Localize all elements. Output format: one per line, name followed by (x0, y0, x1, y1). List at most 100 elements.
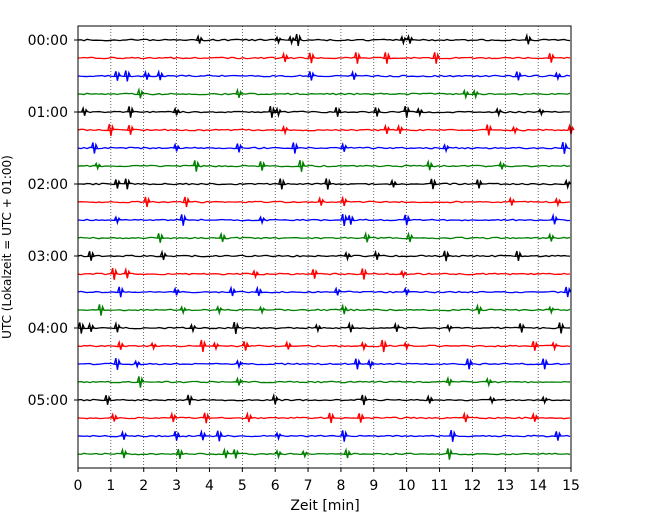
event-spike-17-2 (199, 339, 207, 353)
trace-baseline-21 (77, 416, 571, 420)
event-spike-7-2 (258, 161, 266, 171)
trace-row-5 (77, 123, 575, 137)
trace-baseline-1 (77, 56, 571, 60)
y-tick-label-2: 02:00 (28, 177, 68, 193)
event-spike-14-5 (403, 286, 411, 296)
trace-row-16 (77, 320, 571, 335)
x-tick-label-3: 3 (172, 478, 181, 494)
event-spike-20-4 (426, 394, 434, 404)
event-spike-0-1 (274, 35, 283, 46)
event-spike-16-1 (87, 321, 95, 332)
trace-row-4 (77, 105, 571, 118)
event-spike-13-4 (360, 268, 368, 280)
trace-row-0 (77, 32, 571, 47)
event-spike-1-1 (307, 52, 316, 64)
x-tick-label-9: 9 (369, 478, 378, 494)
event-spike-22-6 (449, 430, 457, 442)
trace-baseline-13 (77, 272, 571, 276)
event-spike-2-2 (143, 69, 151, 80)
event-spike-17-0 (117, 339, 125, 350)
event-spike-23-7 (445, 448, 454, 460)
trace-row-2 (77, 69, 571, 82)
event-spike-8-4 (389, 178, 398, 188)
event-spike-4-2 (172, 106, 181, 116)
event-spike-5-0 (107, 123, 115, 137)
event-spike-16-10 (557, 322, 565, 334)
event-spike-3-2 (462, 88, 470, 100)
event-spike-14-2 (228, 285, 237, 297)
x-tick-label-15: 15 (562, 478, 580, 494)
event-spike-23-6 (343, 447, 352, 459)
y-tick-label-3: 03:00 (28, 249, 68, 265)
event-spike-4-10 (537, 107, 545, 117)
event-spike-17-4 (241, 341, 250, 351)
event-spike-9-5 (554, 196, 562, 208)
event-spike-19-3 (485, 376, 493, 388)
event-spike-8-1 (123, 178, 131, 190)
trace-row-12 (77, 249, 571, 262)
trace-row-3 (77, 87, 571, 100)
event-spike-4-4 (274, 106, 283, 118)
trace-row-22 (77, 429, 571, 442)
event-spike-7-3 (297, 160, 306, 172)
event-spike-7-0 (94, 161, 102, 171)
trace-baseline-4 (77, 110, 571, 114)
event-spike-4-1 (126, 106, 135, 118)
event-spike-16-2 (113, 320, 122, 333)
trace-row-6 (77, 141, 571, 154)
event-spike-12-5 (514, 250, 523, 262)
event-spike-16-9 (518, 323, 526, 333)
event-spike-6-1 (172, 142, 181, 152)
event-spike-17-7 (380, 339, 388, 353)
x-tick-label-4: 4 (205, 478, 214, 494)
event-spike-17-3 (212, 341, 220, 352)
trace-baseline-11 (77, 236, 571, 240)
event-spike-22-1 (172, 431, 181, 441)
event-spike-14-6 (564, 286, 572, 298)
event-spike-2-4 (307, 71, 316, 81)
event-spike-3-1 (235, 87, 243, 98)
x-tick-label-10: 10 (398, 478, 416, 494)
event-spike-10-4 (347, 215, 355, 225)
trace-baseline-20 (77, 398, 571, 402)
event-spike-1-5 (547, 53, 555, 63)
event-spike-5-6 (511, 125, 519, 136)
event-spike-0-5 (406, 34, 414, 44)
event-spike-13-1 (123, 266, 131, 279)
event-spike-10-2 (258, 215, 266, 226)
event-spike-11-2 (363, 231, 371, 243)
y-axis-label: UTC (Lokalzeit = UTC + 01:00) (0, 155, 14, 339)
x-tick-label-5: 5 (238, 478, 247, 494)
trace-row-23 (77, 447, 571, 460)
event-spike-21-2 (202, 412, 210, 424)
event-spike-15-2 (215, 304, 223, 316)
trace-layer (77, 32, 575, 460)
event-spike-16-0 (77, 322, 85, 334)
event-spike-15-6 (547, 305, 555, 316)
event-spike-15-0 (97, 304, 105, 316)
event-spike-8-0 (113, 179, 122, 189)
event-spike-11-0 (156, 233, 164, 243)
event-spike-18-0 (113, 358, 122, 370)
event-spike-4-7 (403, 106, 411, 118)
event-spike-18-4 (366, 358, 375, 370)
y-tick-label-1: 01:00 (28, 105, 68, 121)
event-spike-16-3 (189, 322, 197, 334)
event-spike-8-7 (564, 178, 572, 190)
event-spike-22-3 (215, 430, 223, 442)
event-spike-3-0 (136, 87, 145, 99)
event-spike-20-2 (271, 392, 279, 405)
event-spike-21-0 (110, 412, 118, 422)
x-tick-label-12: 12 (463, 478, 481, 494)
x-tick-label-6: 6 (271, 478, 280, 494)
event-spike-4-0 (80, 105, 89, 116)
event-spike-15-1 (179, 305, 187, 316)
event-spike-1-3 (383, 52, 391, 64)
trace-baseline-16 (77, 326, 571, 330)
trace-baseline-23 (77, 452, 571, 456)
event-spike-23-5 (301, 449, 309, 459)
event-spike-4-8 (416, 106, 424, 118)
event-spike-21-5 (357, 413, 365, 423)
event-spike-22-0 (120, 429, 128, 440)
trace-row-15 (77, 303, 571, 316)
